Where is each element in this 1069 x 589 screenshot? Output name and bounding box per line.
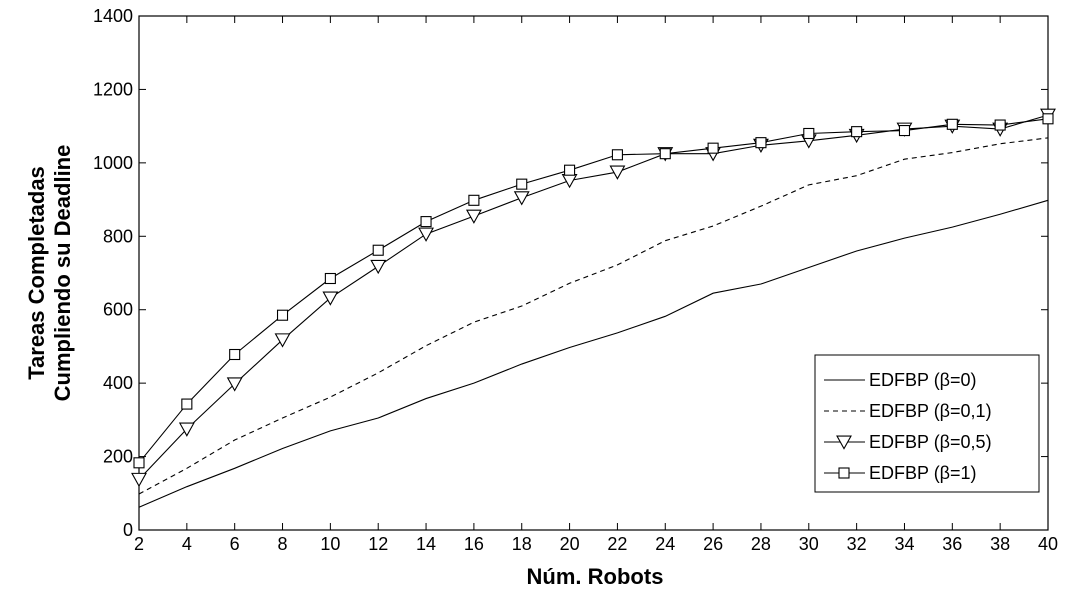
data-point (946, 118, 958, 130)
y-tick-label: 1200 (93, 79, 133, 99)
series-layer (131, 108, 1056, 508)
x-tick-label: 30 (799, 534, 819, 554)
axes: 2 4 6 8 10 12 14 16 18 20 22 24 26 28 30 32 34 36 38 400200… (93, 6, 1058, 554)
legend-entry: EDFBP (β=0,1) (824, 401, 992, 421)
data-point (803, 127, 815, 140)
legend-label: EDFBP (β=0,1) (869, 401, 992, 421)
data-point (609, 165, 626, 180)
data-point (229, 348, 241, 361)
legend-marker (838, 467, 850, 479)
x-tick-label: 18 (512, 534, 532, 554)
data-point (564, 164, 576, 176)
x-tick-label: 16 (464, 534, 484, 554)
data-point (994, 119, 1006, 131)
x-axis-title: Núm. Robots (527, 564, 664, 589)
series-1 (138, 137, 1049, 495)
data-point (274, 333, 291, 348)
x-tick-label: 28 (751, 534, 771, 554)
data-point (418, 227, 434, 242)
x-tick-label: 6 (230, 534, 240, 554)
series-3 (133, 113, 1054, 469)
data-point (1042, 113, 1054, 125)
legend-entry: EDFBP (β=0,5) (824, 432, 992, 452)
x-tick-label: 36 (942, 534, 962, 554)
x-tick-label: 22 (607, 534, 627, 554)
x-tick-label: 10 (320, 534, 340, 554)
data-point (370, 259, 387, 275)
x-tick-label: 14 (416, 534, 436, 554)
legend-label: EDFBP (β=0,5) (869, 432, 992, 452)
legend-label: EDFBP (β=1) (869, 463, 977, 483)
series-line (138, 118, 1049, 464)
y-tick-label: 0 (123, 520, 133, 540)
y-axis-title-line-2: Cumpliendo su Deadline (50, 145, 75, 402)
data-point (898, 124, 911, 137)
x-tick-label: 12 (368, 534, 388, 554)
x-tick-label: 38 (990, 534, 1010, 554)
data-point (178, 422, 195, 437)
data-point (420, 216, 432, 228)
data-point (226, 377, 243, 392)
data-point (133, 457, 145, 469)
x-tick-label: 20 (560, 534, 580, 554)
data-point (181, 398, 193, 410)
data-point (659, 148, 671, 160)
x-tick-label: 40 (1038, 534, 1058, 554)
legend-entry: EDFBP (β=1) (824, 463, 977, 483)
x-tick-label: 24 (655, 534, 675, 554)
data-point (322, 291, 339, 306)
series-line (138, 114, 1049, 480)
y-tick-label: 600 (103, 300, 133, 320)
legend-box (814, 354, 1040, 493)
data-point (276, 309, 289, 321)
y-tick-label: 800 (103, 226, 133, 246)
legend-entry: EDFBP (β=0) (824, 370, 977, 390)
legend-marker (836, 435, 852, 450)
data-point (131, 472, 147, 488)
x-tick-label: 4 (182, 534, 192, 554)
x-tick-label: 34 (894, 534, 914, 554)
y-tick-label: 1400 (93, 6, 133, 26)
series-line (138, 137, 1049, 495)
data-point (516, 178, 528, 190)
data-point (513, 191, 530, 206)
legend: EDFBP (β=0) EDFBP (β=0,1) EDFBP (β=0,5) EDF… (814, 354, 1040, 493)
y-tick-label: 400 (103, 373, 133, 393)
data-point (468, 194, 480, 206)
data-point (851, 126, 863, 138)
series-0 (138, 199, 1049, 508)
x-tick-label: 32 (847, 534, 867, 554)
plot-frame (138, 15, 1049, 531)
data-point (561, 173, 578, 189)
x-tick-label: 26 (703, 534, 723, 554)
data-point (707, 142, 719, 154)
data-point (465, 209, 482, 224)
data-point (372, 244, 384, 256)
y-axis-title-line-1: Tareas Completadas (24, 166, 49, 380)
x-tick-label: 8 (278, 534, 288, 554)
data-point (324, 272, 336, 285)
data-point (611, 149, 623, 161)
x-tick-label: 2 (134, 534, 144, 554)
legend-label: EDFBP (β=0) (869, 370, 977, 390)
series-line (138, 199, 1049, 508)
data-point (755, 137, 767, 149)
y-tick-label: 200 (103, 447, 133, 467)
y-tick-label: 1000 (93, 153, 133, 173)
